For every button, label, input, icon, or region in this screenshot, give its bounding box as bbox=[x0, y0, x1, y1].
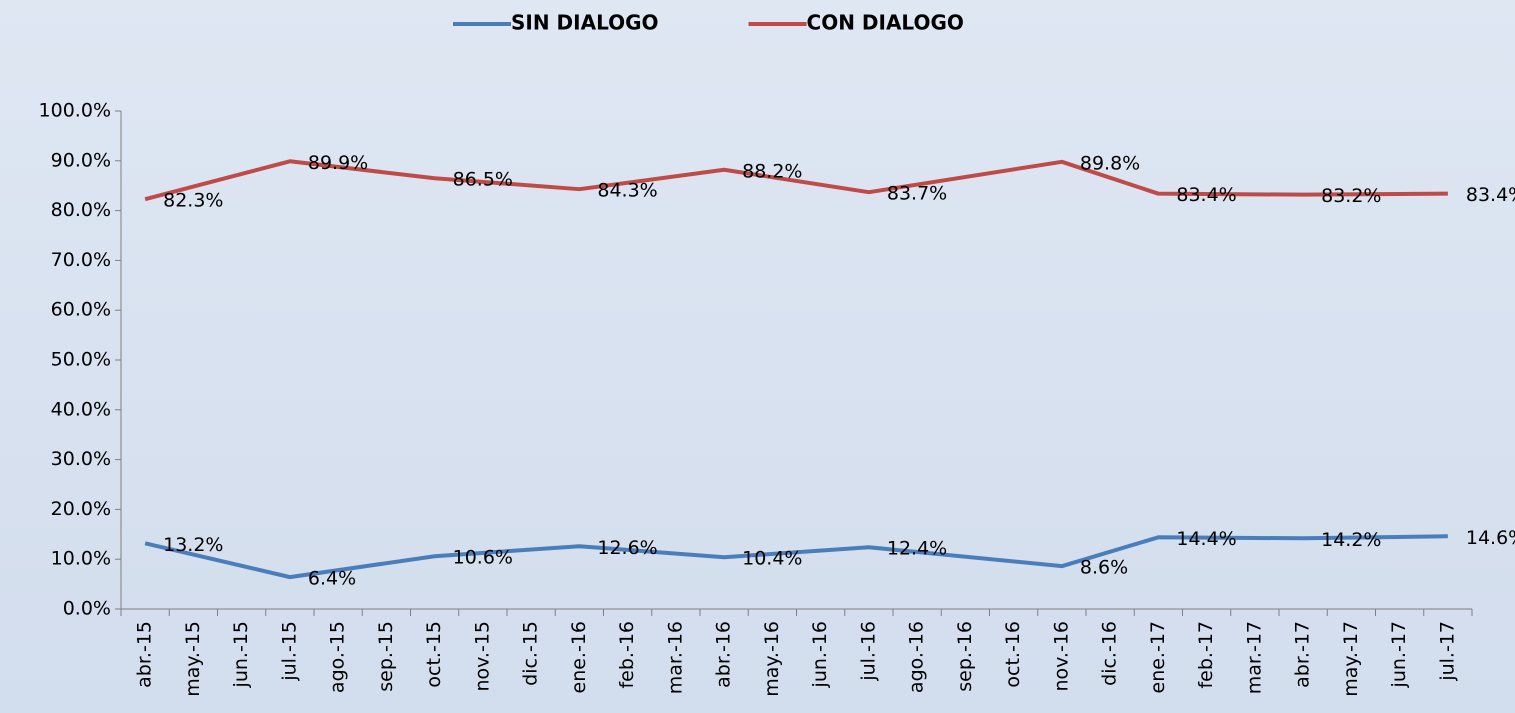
data-label: 14.4% bbox=[1176, 528, 1236, 550]
x-tick-label: dic.-15 bbox=[520, 621, 542, 686]
data-label: 10.6% bbox=[453, 547, 513, 569]
data-label: 14.2% bbox=[1321, 529, 1381, 551]
x-tick-label: oct.-15 bbox=[423, 621, 445, 688]
data-label: 82.3% bbox=[163, 190, 223, 212]
x-tick-label: may.-15 bbox=[182, 621, 204, 697]
x-tick-label: abr.-16 bbox=[713, 621, 735, 688]
x-tick-label: abr.-15 bbox=[134, 621, 156, 688]
x-tick-label: ene.-16 bbox=[568, 621, 590, 694]
data-label: 12.4% bbox=[887, 538, 947, 560]
data-label: 12.6% bbox=[597, 537, 657, 559]
y-tick-label: 90.0% bbox=[51, 149, 111, 171]
x-tick-label: feb.-16 bbox=[616, 621, 638, 689]
x-tick-label: ago.-16 bbox=[906, 621, 928, 693]
y-tick-label: 60.0% bbox=[51, 299, 111, 321]
data-label: 89.8% bbox=[1080, 152, 1140, 174]
x-tick-label: jul.-15 bbox=[278, 621, 300, 682]
y-tick-label: 80.0% bbox=[51, 199, 111, 221]
x-tick-label: ago.-15 bbox=[327, 621, 349, 693]
x-tick-label: jun.-15 bbox=[230, 621, 252, 688]
data-label: 13.2% bbox=[163, 534, 223, 556]
legend-label: CON DIALOGO bbox=[807, 11, 964, 35]
x-tick-label: sep.-15 bbox=[375, 621, 397, 692]
y-tick-label: 100.0% bbox=[39, 100, 111, 122]
data-label: 83.4% bbox=[1176, 184, 1236, 206]
y-tick-label: 40.0% bbox=[51, 398, 111, 420]
x-tick-label: jul.-16 bbox=[857, 621, 879, 682]
data-label: 8.6% bbox=[1080, 557, 1128, 579]
x-tick-label: mar.-17 bbox=[1243, 621, 1265, 694]
data-label: 88.2% bbox=[742, 160, 802, 182]
y-tick-label: 10.0% bbox=[51, 548, 111, 570]
x-tick-label: abr.-17 bbox=[1292, 621, 1314, 688]
y-tick-label: 70.0% bbox=[51, 249, 111, 271]
x-tick-label: nov.-15 bbox=[471, 621, 493, 692]
x-tick-label: jun.-17 bbox=[1388, 621, 1410, 688]
data-label: 6.4% bbox=[308, 568, 356, 590]
legend-label: SIN DIALOGO bbox=[511, 11, 659, 35]
x-tick-label: nov.-16 bbox=[1050, 621, 1072, 692]
series-line bbox=[144, 534, 1448, 580]
data-label: 84.3% bbox=[597, 180, 657, 202]
x-tick-label: oct.-16 bbox=[1002, 621, 1024, 688]
x-tick-label: jun.-16 bbox=[809, 621, 831, 688]
data-label: 86.5% bbox=[453, 169, 513, 191]
x-tick-label: may.-16 bbox=[761, 621, 783, 697]
data-label: 83.7% bbox=[887, 183, 947, 205]
y-tick-label: 30.0% bbox=[51, 448, 111, 470]
y-tick-label: 0.0% bbox=[63, 598, 111, 620]
y-tick-label: 50.0% bbox=[51, 349, 111, 371]
data-label: 83.4% bbox=[1466, 184, 1515, 206]
y-tick-label: 20.0% bbox=[51, 498, 111, 520]
data-label: 83.2% bbox=[1321, 185, 1381, 207]
data-label: 14.6% bbox=[1466, 527, 1515, 549]
x-tick-label: dic.-16 bbox=[1099, 621, 1121, 686]
x-tick-label: jul.-17 bbox=[1436, 621, 1458, 682]
data-label: 89.9% bbox=[308, 152, 368, 174]
x-tick-label: may.-17 bbox=[1340, 621, 1362, 697]
x-tick-label: sep.-16 bbox=[954, 621, 976, 692]
x-tick-label: ene.-17 bbox=[1147, 621, 1169, 694]
x-tick-label: mar.-16 bbox=[664, 621, 686, 694]
x-tick-label: feb.-17 bbox=[1195, 621, 1217, 689]
series-line bbox=[144, 159, 1448, 202]
data-label: 10.4% bbox=[742, 548, 802, 570]
